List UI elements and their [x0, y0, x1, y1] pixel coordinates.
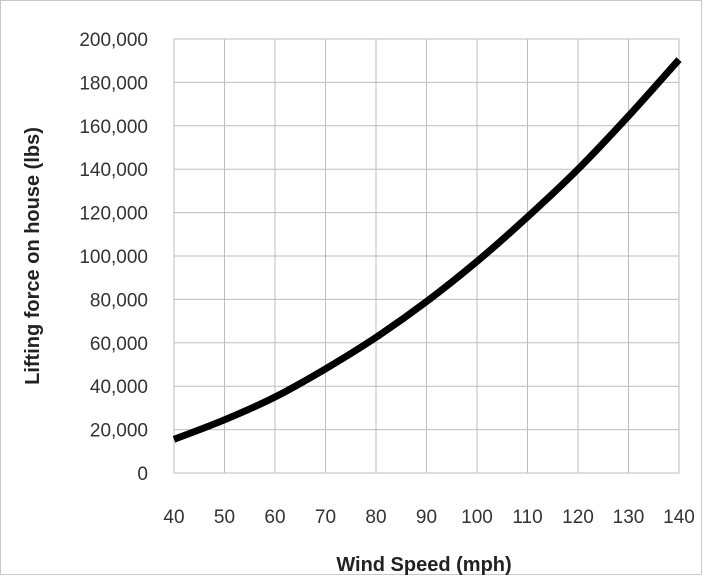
y-tick-label: 60,000	[90, 334, 148, 355]
y-tick-label: 140,000	[79, 160, 148, 181]
y-tick-label: 100,000	[79, 247, 148, 268]
x-tick-label: 130	[613, 507, 645, 528]
x-tick-label: 60	[264, 507, 285, 528]
series-line-0	[172, 57, 682, 443]
x-axis-title: Wind Speed (mph)	[336, 554, 511, 576]
y-tick-label: 120,000	[79, 204, 148, 225]
y-axis-tick-labels: 0 20,000 40,000 60,000 80,000 100,000 120,000 1…	[79, 30, 148, 485]
y-tick-label: 180,000	[79, 73, 148, 94]
x-axis-tick-labels: 40 50 60 70 80 90 100 110 120 130 140	[163, 507, 694, 528]
x-tick-label: 50	[214, 507, 235, 528]
y-tick-label: 160,000	[79, 117, 148, 138]
y-tick-label: 200,000	[79, 30, 148, 51]
x-tick-label: 110	[512, 507, 542, 528]
x-tick-label: 80	[365, 507, 386, 528]
y-tick-label: 80,000	[90, 290, 148, 311]
y-tick-label: 20,000	[90, 421, 148, 442]
x-tick-label: 40	[163, 507, 184, 528]
x-tick-label: 140	[663, 507, 695, 528]
y-axis-title: Lifting force on house (lbs)	[22, 127, 44, 385]
series-layer	[172, 57, 682, 443]
x-tick-label: 120	[562, 507, 594, 528]
y-tick-label: 40,000	[90, 377, 148, 398]
x-tick-label: 90	[416, 507, 437, 528]
x-tick-label: 70	[315, 507, 336, 528]
x-tick-label: 100	[461, 507, 493, 528]
y-tick-label: 0	[137, 464, 148, 485]
